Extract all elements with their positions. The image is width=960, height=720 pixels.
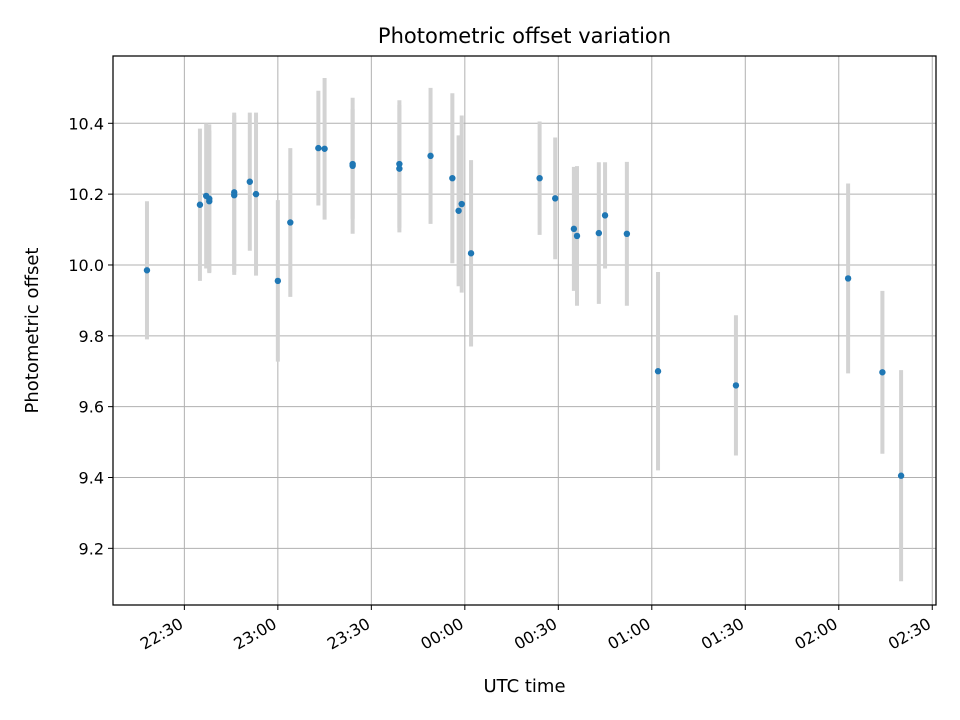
- chart-title: Photometric offset variation: [378, 24, 671, 48]
- data-point: [349, 160, 356, 168]
- data-point: [536, 174, 543, 182]
- data-point: [321, 145, 328, 152]
- data-point: [458, 200, 465, 208]
- data-point: [196, 201, 204, 208]
- data-point: [573, 232, 581, 240]
- grid: [113, 56, 936, 605]
- data-point: [231, 191, 238, 199]
- y-axis: 9.2 9.4 9.6 9.8 10.0 10.2 10.4: [68, 114, 113, 558]
- data-point: [449, 174, 456, 182]
- data-point: [246, 178, 254, 185]
- y-tick-label: 10.2: [68, 185, 104, 204]
- data-point: [143, 267, 151, 274]
- data-point: [455, 207, 462, 214]
- y-axis-title: Photometric offset: [22, 248, 43, 414]
- data-point: [570, 225, 578, 233]
- data-point: [879, 369, 886, 376]
- y-tick-label: 9.4: [79, 468, 104, 487]
- data-point: [844, 275, 852, 282]
- data-point: [897, 472, 905, 479]
- data-point: [732, 382, 740, 389]
- y-tick-label: 10.4: [68, 114, 104, 133]
- data-point: [396, 160, 403, 168]
- data-point: [595, 229, 603, 237]
- data-point: [623, 230, 631, 238]
- data-point: [274, 277, 282, 285]
- data-point: [654, 368, 662, 375]
- y-tick-label: 9.6: [79, 398, 104, 417]
- data-point: [467, 250, 475, 257]
- data-points: [143, 144, 905, 479]
- data-point: [427, 152, 434, 160]
- x-axis-title: UTC time: [483, 676, 565, 697]
- data-point: [315, 144, 322, 152]
- y-tick-label: 9.2: [79, 539, 104, 558]
- y-tick-label: 10.0: [68, 256, 104, 275]
- plot-frame: [112, 55, 937, 606]
- data-point: [551, 195, 559, 202]
- data-point: [252, 190, 260, 198]
- data-point: [287, 219, 294, 226]
- y-tick-label: 9.8: [79, 327, 104, 346]
- data-point: [601, 212, 609, 219]
- data-point: [396, 165, 403, 172]
- data-point: [206, 195, 213, 202]
